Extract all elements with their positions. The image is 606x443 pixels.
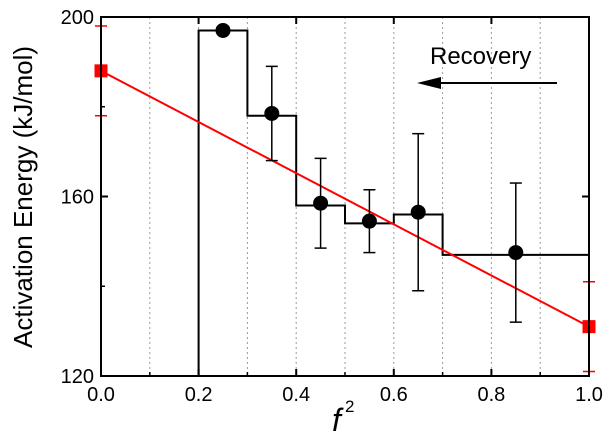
- x-tick-label: 0.4: [282, 384, 310, 406]
- step-histogram: [197, 29, 589, 376]
- x-axis-label-superscript: 2: [345, 397, 354, 416]
- data-point-circle: [410, 204, 426, 220]
- x-tick-label: 0.8: [477, 384, 505, 406]
- data-points: [94, 22, 596, 373]
- data-point-circle: [215, 22, 231, 38]
- data-point-circle: [264, 105, 280, 121]
- fit-line: [100, 69, 590, 328]
- axis-ticks: 0.0 0.2 0.4 0.6 0.8 1.0 120 160 200: [61, 7, 603, 406]
- data-point-circle: [361, 213, 377, 229]
- data-point-circle: [313, 195, 329, 211]
- x-tick-label: 1.0: [575, 384, 603, 406]
- x-tick-label: 0.2: [185, 384, 213, 406]
- recovery-annotation: Recovery: [430, 43, 531, 70]
- x-tick-label: 0.0: [87, 384, 115, 406]
- x-tick-label: 0.6: [380, 384, 408, 406]
- y-tick-label: 120: [61, 366, 94, 388]
- fit-line-group: [100, 69, 590, 328]
- histogram-step-line: [197, 29, 589, 376]
- recovery-arrow-icon: [417, 77, 557, 89]
- data-point-circle: [508, 245, 524, 261]
- y-tick-label: 160: [61, 187, 94, 209]
- x-axis-label: f: [332, 402, 344, 438]
- y-tick-label: 200: [61, 7, 94, 29]
- y-axis-label: Activation Energy (kJ/mol): [8, 46, 38, 348]
- grid-lines: [149, 17, 541, 376]
